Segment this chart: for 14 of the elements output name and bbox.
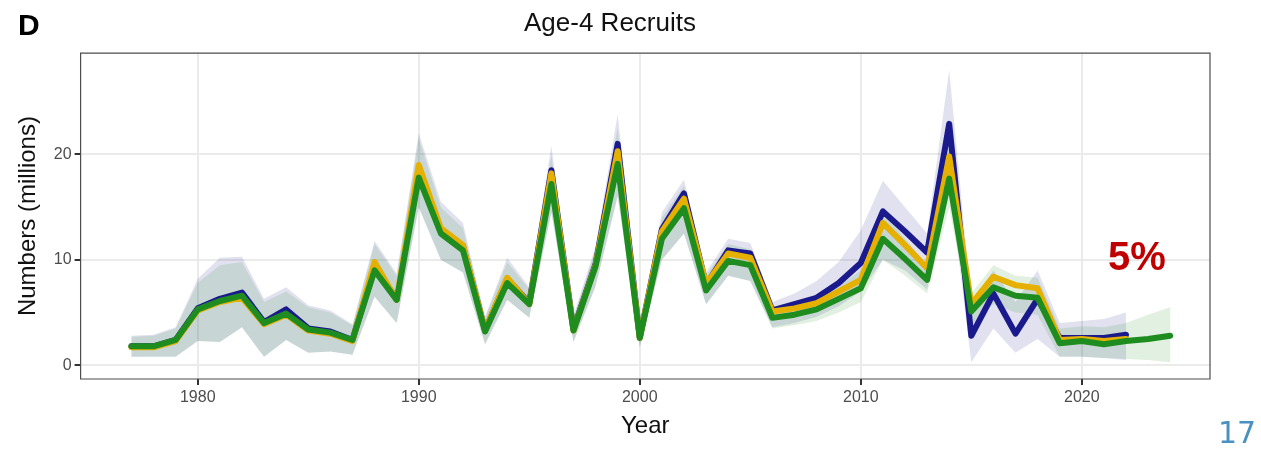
- x-tick-label: 2010: [842, 388, 879, 406]
- x-tick-label: 1990: [400, 388, 437, 406]
- y-tick-label: 20: [53, 144, 72, 162]
- chart-title: Age-4 Recruits: [524, 6, 696, 37]
- y-tick-label: 0: [62, 355, 72, 373]
- x-tick-label: 2020: [1064, 388, 1100, 406]
- y-axis-title: Numbers (millions): [13, 116, 41, 317]
- text: 17: [1218, 415, 1257, 450]
- y-tick-label: 10: [53, 250, 72, 268]
- x-tick-label: 1980: [179, 388, 216, 406]
- text: D: [18, 8, 40, 41]
- x-axis-title: Year: [621, 411, 670, 439]
- x-tick-label: 2000: [621, 388, 658, 406]
- annotation: 5%: [1108, 234, 1166, 278]
